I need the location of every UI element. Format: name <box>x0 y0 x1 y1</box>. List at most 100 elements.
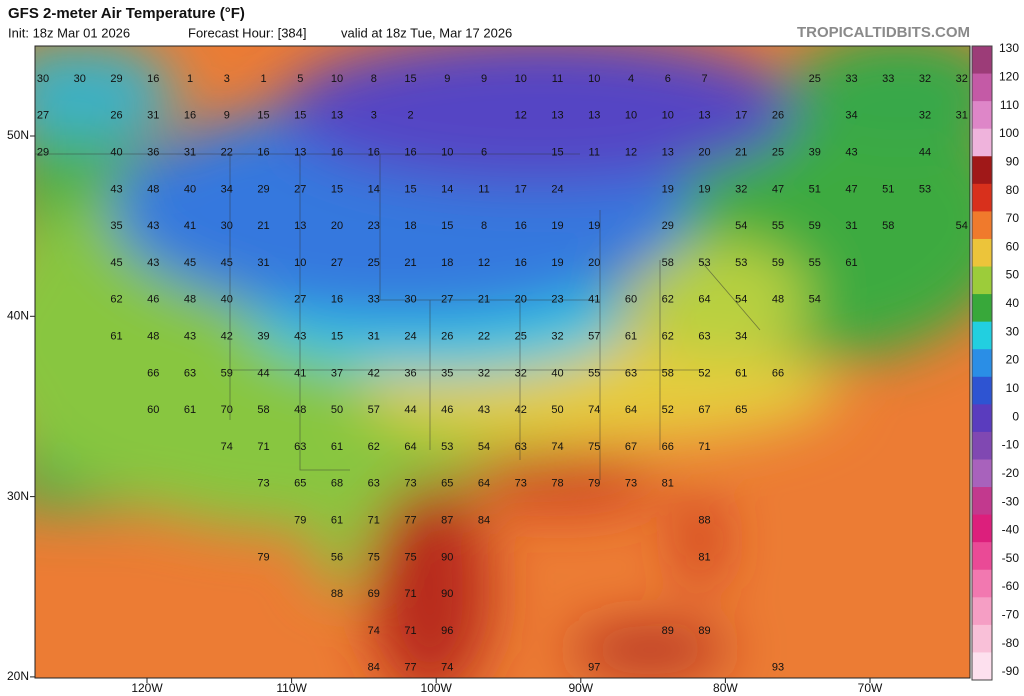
temperature-value: 13 <box>294 220 306 232</box>
temperature-value: 30 <box>37 73 49 85</box>
temperature-value: 44 <box>919 147 931 159</box>
temperature-value: 87 <box>441 515 453 527</box>
temperature-value: 50 <box>551 404 563 416</box>
temperature-value: 77 <box>404 515 416 527</box>
colorbar-segment <box>972 569 992 598</box>
temperature-value: 31 <box>368 331 380 343</box>
temperature-value: 23 <box>551 294 563 306</box>
temperature-value: 45 <box>221 257 233 269</box>
temperature-value: 3 <box>371 110 377 122</box>
temperature-value: 58 <box>882 220 894 232</box>
temperature-value: 55 <box>588 367 600 379</box>
temperature-value: 64 <box>404 441 416 453</box>
temperature-value: 40 <box>551 367 563 379</box>
temperature-value: 39 <box>809 147 821 159</box>
temperature-value: 59 <box>809 220 821 232</box>
temperature-value: 21 <box>478 294 490 306</box>
temperature-value: 63 <box>294 441 306 453</box>
temperature-value: 52 <box>698 367 710 379</box>
temperature-value: 50 <box>331 404 343 416</box>
temperature-value: 21 <box>404 257 416 269</box>
temperature-value: 16 <box>515 257 527 269</box>
temperature-value: 33 <box>368 294 380 306</box>
temperature-value: 29 <box>37 147 49 159</box>
temperature-value: 93 <box>772 662 784 674</box>
temperature-value: 59 <box>221 367 233 379</box>
temperature-value: 79 <box>257 551 269 563</box>
temperature-value: 11 <box>552 73 563 85</box>
longitude-label: 80W <box>713 681 738 695</box>
temperature-value: 15 <box>331 183 343 195</box>
temperature-value: 54 <box>809 294 821 306</box>
temperature-value: 73 <box>257 478 269 490</box>
temperature-value: 16 <box>404 147 416 159</box>
colorbar-segment <box>972 487 992 516</box>
temperature-value: 51 <box>809 183 821 195</box>
temperature-value: 19 <box>588 220 600 232</box>
colorbar-frame <box>971 45 993 681</box>
temperature-value: 54 <box>735 220 747 232</box>
temperature-value: 58 <box>257 404 269 416</box>
temperature-value: 56 <box>331 551 343 563</box>
temperature-value: 66 <box>147 367 159 379</box>
temperature-value: 59 <box>772 257 784 269</box>
colorbar-label: 20 <box>1006 353 1020 367</box>
temperature-value: 42 <box>515 404 527 416</box>
temperature-value: 58 <box>662 257 674 269</box>
colorbar-segment <box>972 211 992 240</box>
colorbar-label: 90 <box>1006 154 1020 168</box>
temperature-value: 48 <box>147 183 159 195</box>
temperature-value: 61 <box>625 331 637 343</box>
colorbar-segment <box>972 128 992 157</box>
colorbar-segment <box>972 376 992 405</box>
temperature-value: 62 <box>368 441 380 453</box>
temperature-value: 57 <box>588 331 600 343</box>
temperature-value: 53 <box>698 257 710 269</box>
temperature-value: 81 <box>662 478 674 490</box>
temperature-value: 15 <box>404 73 416 85</box>
colorbar-segment <box>972 349 992 378</box>
temperature-value: 34 <box>845 110 857 122</box>
temperature-value: 15 <box>257 110 269 122</box>
temperature-value: 6 <box>665 73 671 85</box>
temperature-value: 32 <box>478 367 490 379</box>
temperature-value: 36 <box>404 367 416 379</box>
colorbar: 1301201101009080706050403020100-10-20-30… <box>971 41 1020 681</box>
forecast-hour: Forecast Hour: [384] <box>188 25 307 40</box>
temperature-value: 27 <box>294 294 306 306</box>
longitude-label: 70W <box>858 681 883 695</box>
temperature-value: 73 <box>515 478 527 490</box>
colorbar-label: 50 <box>1006 268 1020 282</box>
colorbar-segment <box>972 542 992 571</box>
temperature-value: 73 <box>625 478 637 490</box>
temperature-value: 13 <box>588 110 600 122</box>
temperature-value: 3 <box>224 73 230 85</box>
latitude-label: 50N <box>7 128 29 142</box>
colorbar-label: -20 <box>1002 466 1020 480</box>
latitude-label: 30N <box>7 489 29 503</box>
temperature-value: 30 <box>74 73 86 85</box>
temperature-value: 32 <box>919 110 931 122</box>
temperature-value: 10 <box>662 110 674 122</box>
temperature-value: 13 <box>294 147 306 159</box>
temperature-value: 32 <box>735 183 747 195</box>
temperature-value: 44 <box>257 367 269 379</box>
temperature-value: 7 <box>701 73 707 85</box>
temperature-value: 63 <box>515 441 527 453</box>
latitude-label: 20N <box>7 669 29 683</box>
temperature-value: 13 <box>551 110 563 122</box>
temperature-value: 77 <box>404 662 416 674</box>
temperature-value: 43 <box>147 257 159 269</box>
temperature-value: 15 <box>551 147 563 159</box>
temperature-value: 79 <box>294 515 306 527</box>
temperature-value: 58 <box>662 367 674 379</box>
colorbar-segment <box>972 266 992 295</box>
valid-time: valid at 18z Tue, Mar 17 2026 <box>341 25 512 40</box>
temperature-value: 27 <box>441 294 453 306</box>
colorbar-label: -70 <box>1002 608 1020 622</box>
temperature-value: 12 <box>625 147 637 159</box>
temperature-value: 31 <box>257 257 269 269</box>
temperature-value: 24 <box>551 183 563 195</box>
temperature-value: 9 <box>481 73 487 85</box>
